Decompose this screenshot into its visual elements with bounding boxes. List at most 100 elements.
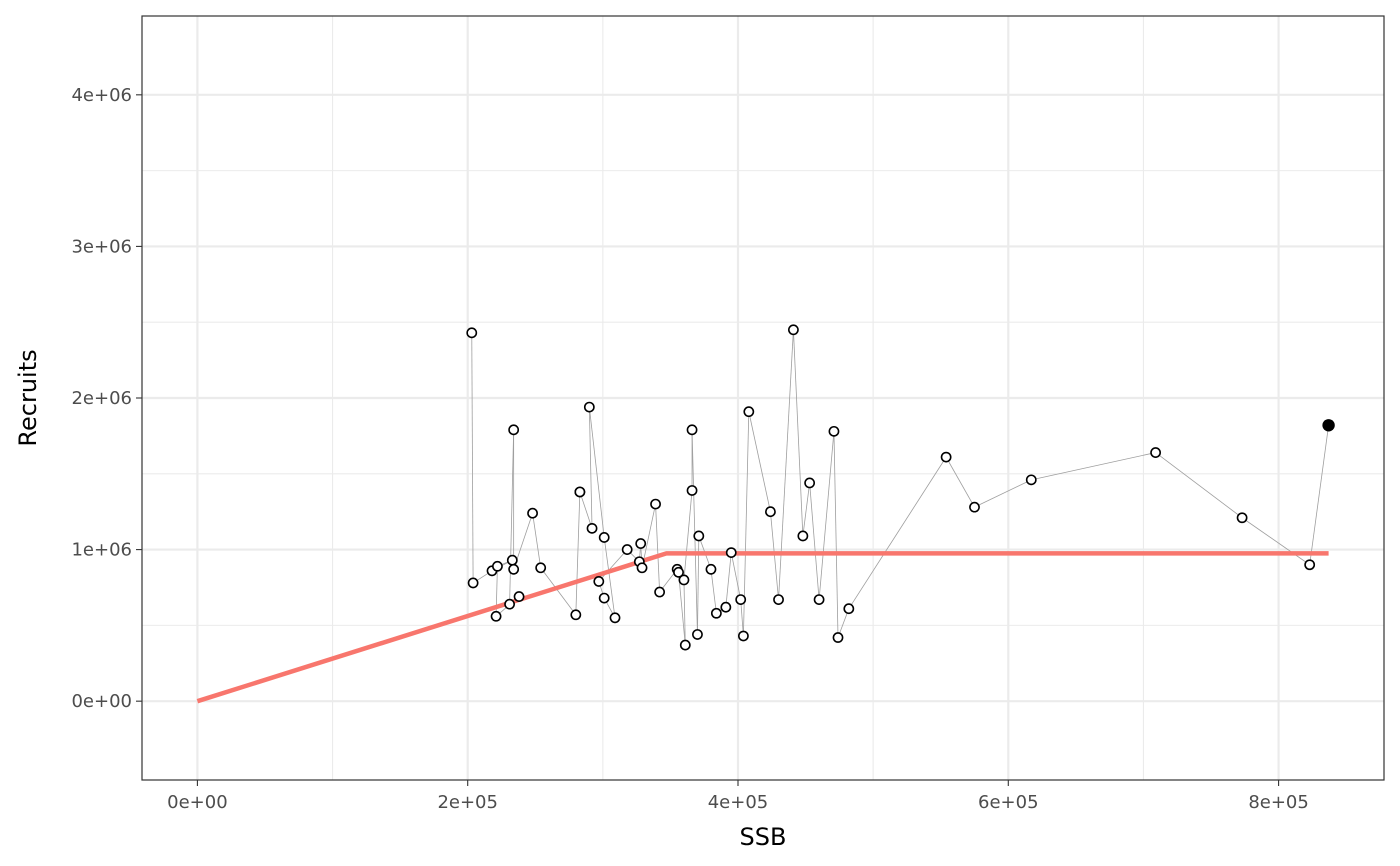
data-point-37 <box>720 601 732 613</box>
data-point-39 <box>735 594 747 606</box>
data-point-29 <box>679 639 691 651</box>
data-point-54 <box>1150 447 1162 458</box>
path-segment-24 <box>641 504 656 568</box>
data-point-28 <box>673 566 684 578</box>
data-point-16 <box>583 401 595 413</box>
model-line <box>196 551 1329 704</box>
data-point-48 <box>828 425 840 437</box>
path-segment-44 <box>793 329 804 536</box>
data-point-31 <box>686 485 698 496</box>
path-segment-47 <box>818 431 835 600</box>
x-axis-title: SSB <box>740 823 787 851</box>
data-point-49 <box>832 632 844 643</box>
data-point-12 <box>570 609 582 621</box>
path-segment-56 <box>1309 425 1329 565</box>
path-segment-35 <box>710 569 717 614</box>
path-segment-20 <box>598 549 628 582</box>
path-segment-29 <box>683 579 686 646</box>
data-point-50 <box>843 603 855 615</box>
data-point-47 <box>813 594 825 606</box>
path-segment-39 <box>740 599 744 637</box>
path-segment-28 <box>678 572 686 646</box>
data-point-26 <box>654 586 666 598</box>
y-tick-label-3: 3e+06 <box>71 236 132 257</box>
x-tick-label-0: 0e+00 <box>167 792 228 813</box>
data-point-9 <box>508 563 520 575</box>
path-segment-15 <box>588 407 593 529</box>
data-point-18 <box>609 612 621 624</box>
data-point-4 <box>492 560 503 572</box>
data-point-5 <box>490 610 502 622</box>
data-point-17 <box>598 532 610 543</box>
path-segment-25 <box>655 504 661 593</box>
data-points <box>466 324 1335 651</box>
data-point-40 <box>738 630 749 642</box>
data-point-38 <box>725 547 737 559</box>
y-axis-title: Recruits <box>14 349 42 446</box>
y-tick-label-1: 1e+06 <box>71 540 132 561</box>
data-point-30 <box>678 574 690 586</box>
data-point-10 <box>527 507 538 519</box>
data-point-44 <box>788 324 799 336</box>
x-tick-label-3: 6e+05 <box>978 792 1039 813</box>
data-point-21 <box>621 544 633 555</box>
data-point-53 <box>1025 474 1037 486</box>
data-point-55 <box>1236 512 1248 524</box>
path-segment-46 <box>809 482 820 600</box>
data-point-0 <box>466 327 478 339</box>
path-segment-53 <box>1031 452 1156 481</box>
y-tick-label-2: 2e+06 <box>71 388 132 409</box>
data-point-15 <box>586 522 598 534</box>
last-year-point <box>1322 419 1335 432</box>
data-point-46 <box>804 477 816 489</box>
data-point-24 <box>636 562 648 574</box>
data-point-56 <box>1304 559 1316 571</box>
path-segment-12 <box>575 491 581 615</box>
data-point-14 <box>574 486 586 498</box>
path-segment-42 <box>770 511 779 600</box>
path-segment-51 <box>945 456 975 508</box>
path-segment-14 <box>579 491 593 529</box>
path-segment-32 <box>691 429 698 635</box>
x-axis: 0e+00 2e+05 4e+05 6e+05 8e+05 <box>167 780 1309 813</box>
data-point-25 <box>650 498 661 510</box>
path-segment-45 <box>802 482 811 536</box>
x-tick-label-2: 4e+05 <box>708 792 769 813</box>
path-segment-54 <box>1155 452 1243 519</box>
path-segment-17 <box>603 537 616 618</box>
data-point-3 <box>506 554 518 566</box>
plot-panel <box>141 15 1385 781</box>
path-segment-38 <box>730 552 742 600</box>
path-segment-55 <box>1241 517 1310 566</box>
data-point-33 <box>692 629 703 640</box>
x-tick-label-1: 2e+05 <box>437 792 498 813</box>
path-segment-41 <box>748 411 771 512</box>
path-segment-52 <box>974 479 1032 508</box>
data-point-41 <box>743 406 755 418</box>
y-tick-label-0: 0e+00 <box>71 691 132 712</box>
data-point-36 <box>710 607 722 619</box>
path-segment-0 <box>471 332 474 583</box>
path-segment-37 <box>725 552 732 608</box>
path-segment-10 <box>532 513 542 568</box>
y-tick-label-4: 4e+06 <box>71 85 132 106</box>
y-axis: 0e+00 1e+06 2e+06 3e+06 4e+06 <box>71 85 142 712</box>
path-segment-50 <box>848 456 947 609</box>
data-point-35 <box>705 563 717 575</box>
grid-major <box>142 16 1384 780</box>
data-point-51 <box>940 451 952 463</box>
data-point-34 <box>693 530 705 542</box>
data-point-42 <box>765 506 776 518</box>
data-point-11 <box>535 562 547 574</box>
data-point-45 <box>797 530 809 542</box>
data-point-8 <box>508 424 520 436</box>
path-segment-7 <box>509 429 515 605</box>
x-tick-label-4: 8e+05 <box>1248 792 1309 813</box>
model-line-path <box>196 551 1329 704</box>
data-point-19 <box>598 592 610 604</box>
path-segment-16 <box>588 407 605 538</box>
data-point-20 <box>593 576 605 587</box>
data-point-43 <box>773 594 784 606</box>
data-point-7 <box>504 598 515 610</box>
